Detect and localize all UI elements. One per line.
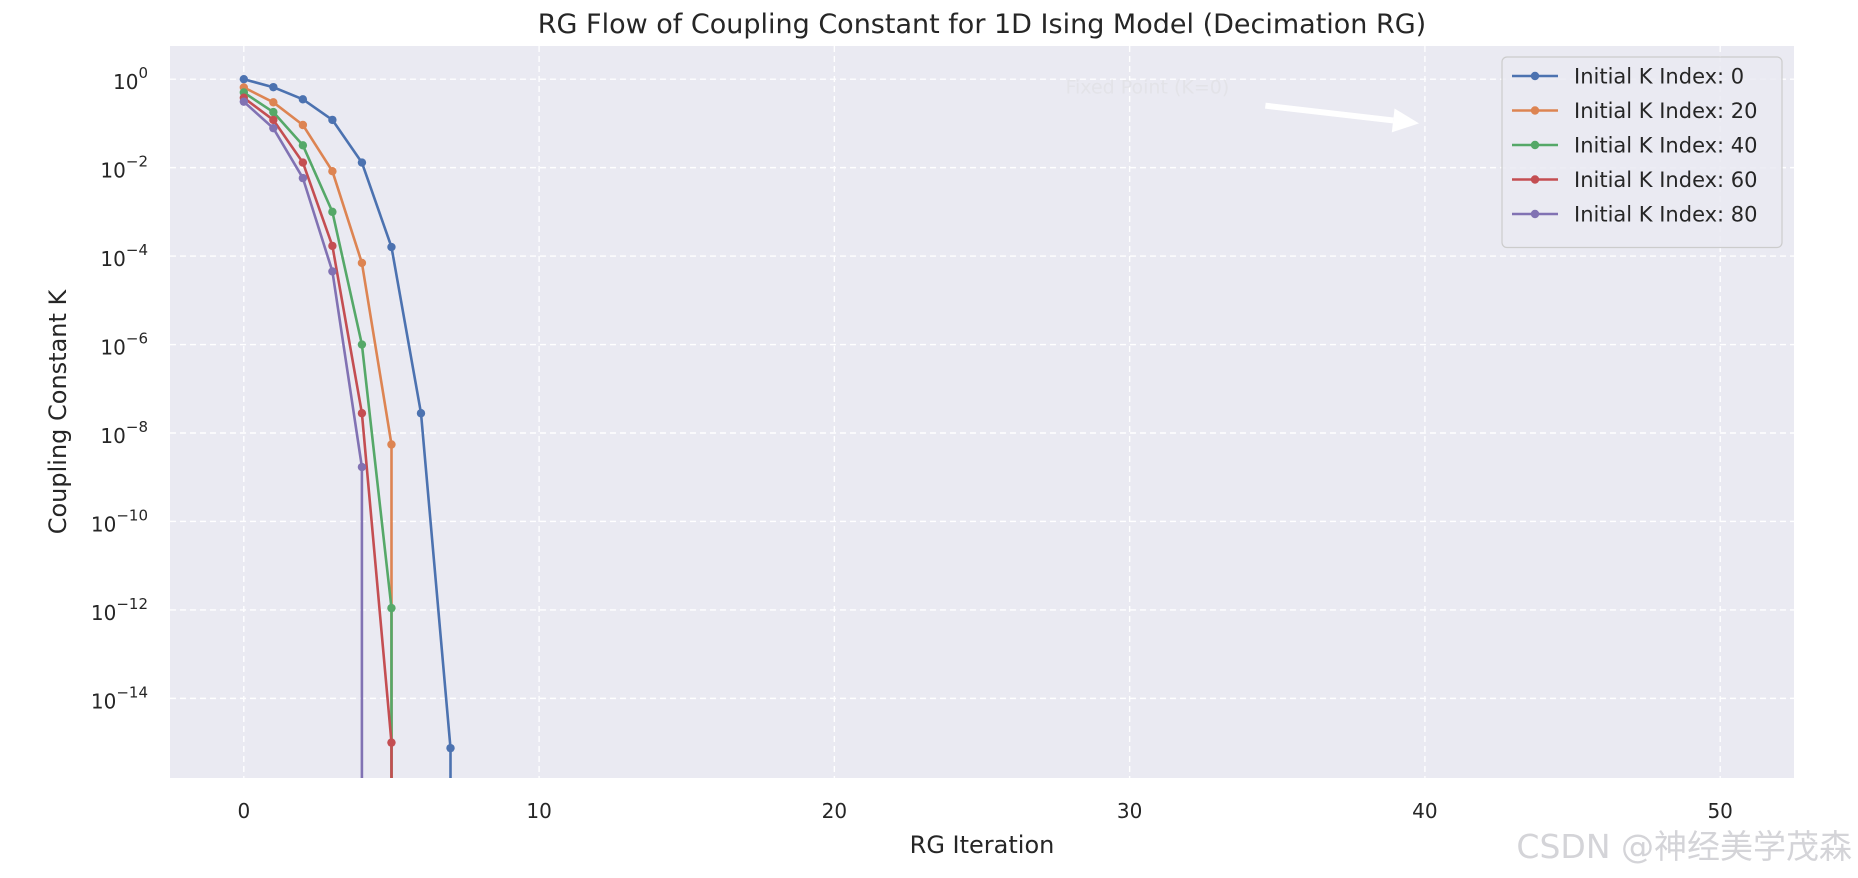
legend-entry-0: Initial K Index: 0 — [1512, 65, 1744, 89]
legend-label-4: Initial K Index: 80 — [1574, 203, 1758, 227]
series-2-point-5 — [387, 603, 396, 613]
y-axis-label: Coupling Constant K — [44, 288, 72, 534]
series-1-point-3 — [328, 167, 337, 176]
legend-label-2: Initial K Index: 40 — [1574, 134, 1758, 158]
series-0-point-5 — [387, 242, 396, 252]
series-2-point-4 — [357, 340, 367, 349]
fixed-point-annotation: Fixed Point (K=0) — [1065, 77, 1420, 133]
series-4-point-2 — [298, 173, 308, 183]
x-tick-label-2: 20 — [822, 799, 847, 823]
series-1-point-4 — [357, 258, 367, 268]
series-0-point-3 — [328, 115, 337, 125]
series-0-point-2 — [298, 95, 308, 104]
series-0-point-7 — [446, 743, 455, 753]
x-tick-label-0: 0 — [237, 799, 250, 823]
legend-entry-1: Initial K Index: 20 — [1512, 99, 1758, 123]
x-tick-label-3: 30 — [1117, 799, 1142, 823]
series-3-point-3 — [328, 241, 337, 251]
series-0-point-4 — [357, 158, 367, 167]
series-1-point-2 — [298, 120, 308, 130]
chart-title: RG Flow of Coupling Constant for 1D Isin… — [538, 9, 1426, 40]
series-2-point-3 — [328, 207, 337, 217]
legend-entry-2: Initial K Index: 40 — [1512, 134, 1758, 158]
series-layer — [239, 74, 455, 778]
x-axis-label: RG Iteration — [910, 831, 1055, 859]
series-0-point-1 — [269, 82, 278, 92]
series-0 — [239, 74, 455, 778]
annotation-text: Fixed Point (K=0) — [1065, 77, 1229, 99]
legend-label-3: Initial K Index: 60 — [1574, 168, 1758, 192]
series-3 — [239, 93, 396, 778]
x-tick-label-5: 50 — [1707, 799, 1732, 823]
legend-entry-3: Initial K Index: 60 — [1512, 168, 1758, 192]
x-tick-label-1: 10 — [526, 799, 551, 823]
y-tick-label-6: 10−12 — [91, 595, 148, 625]
series-2-point-1 — [269, 107, 278, 117]
legend-swatch-marker-1 — [1530, 106, 1540, 115]
series-3-point-4 — [357, 409, 367, 418]
y-tick-label-5: 10−10 — [91, 506, 148, 536]
series-4-point-3 — [328, 267, 337, 276]
legend-box — [1501, 56, 1783, 249]
y-axis-ticks: 100 10−2 10−4 10−6 10−8 10−10 10−12 10−14 — [91, 64, 148, 713]
series-0-point-0 — [239, 74, 249, 84]
annotation-arrow-head — [1391, 108, 1420, 133]
legend-swatch-marker-4 — [1530, 209, 1540, 219]
series-1-point-1 — [269, 98, 278, 107]
legend-label-1: Initial K Index: 20 — [1574, 99, 1758, 123]
series-4 — [239, 97, 367, 778]
annotation-arrow-shaft — [1265, 102, 1394, 124]
series-line-4 — [242, 100, 364, 778]
y-tick-label-2: 10−4 — [100, 241, 148, 271]
y-tick-label-3: 10−6 — [100, 330, 148, 360]
legend-swatch-marker-0 — [1530, 71, 1540, 81]
y-tick-label-0: 100 — [113, 64, 148, 94]
y-tick-label-7: 10−14 — [91, 683, 148, 713]
series-4-point-1 — [269, 123, 278, 133]
legend-swatch-marker-3 — [1530, 175, 1540, 184]
legend-entry-4: Initial K Index: 80 — [1512, 203, 1758, 227]
x-tick-label-4: 40 — [1412, 799, 1437, 823]
y-tick-label-1: 10−2 — [100, 153, 148, 183]
series-1-point-5 — [387, 440, 396, 449]
x-axis-ticks: 0 10 20 30 40 50 — [237, 799, 1732, 823]
series-3-point-2 — [298, 158, 308, 167]
series-3-point-5 — [387, 738, 396, 747]
legend-swatch-marker-2 — [1530, 140, 1540, 150]
series-0-point-6 — [416, 409, 426, 418]
legend-label-0: Initial K Index: 0 — [1574, 65, 1744, 89]
legend: Initial K Index: 0 Initial K Index: 20 Ini… — [1501, 56, 1783, 249]
series-2-point-2 — [298, 141, 308, 150]
series-3-point-1 — [269, 115, 278, 125]
y-tick-label-4: 10−8 — [100, 418, 148, 448]
series-4-point-0 — [239, 97, 249, 106]
watermark: CSDN @神经美学茂森 — [1516, 827, 1852, 866]
series-4-point-4 — [357, 462, 367, 472]
